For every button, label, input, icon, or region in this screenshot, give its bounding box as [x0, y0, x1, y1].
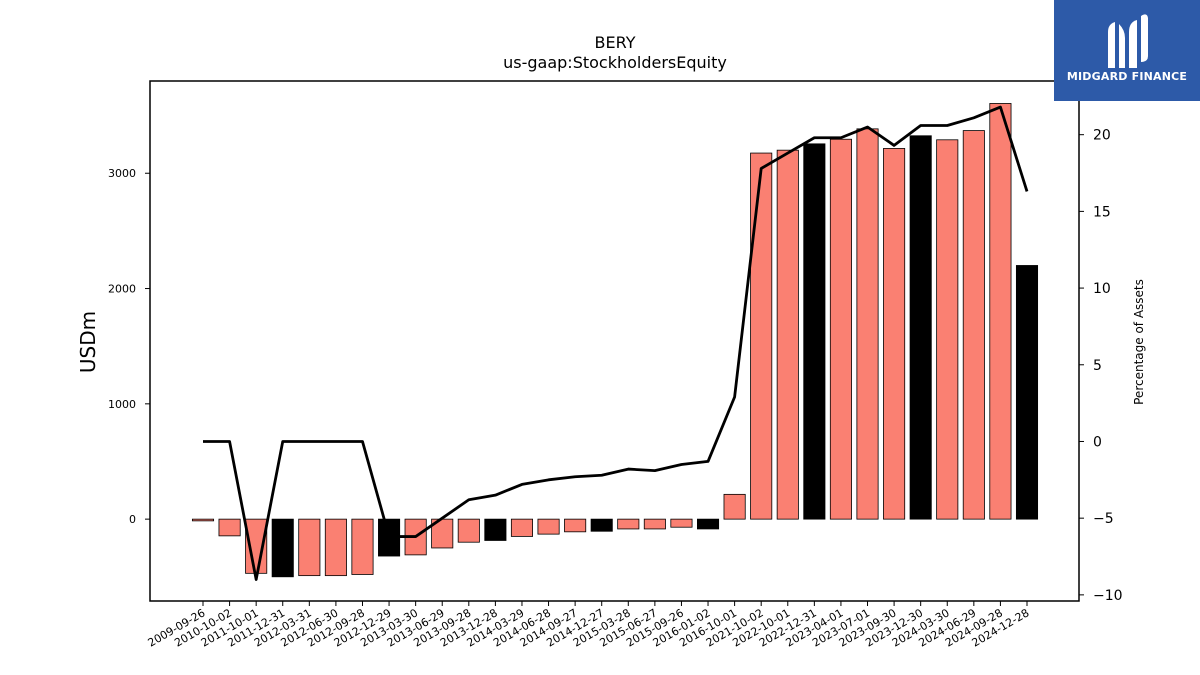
bar: [803, 143, 826, 520]
right-axis: −10 −5 0 5 10 15 20: [1079, 128, 1123, 604]
bar: [537, 518, 560, 535]
bar: [670, 518, 693, 528]
left-axis: 0 1000 2000 3000: [108, 167, 150, 526]
bar: [1015, 265, 1039, 520]
bar: [962, 130, 985, 520]
y2-tick-label: 20: [1093, 128, 1111, 144]
y-tick-label: 0: [129, 513, 136, 526]
bar: [989, 103, 1012, 520]
y2-tick-label: 15: [1093, 204, 1111, 220]
chart-subtitle: us-gaap:StockholdersEquity: [503, 53, 727, 72]
y2-axis-label: Percentage of Assets: [1132, 279, 1146, 405]
y-axis-label: USDm: [76, 311, 100, 373]
brand-logo: MIDGARD FINANCE: [1054, 0, 1200, 101]
y2-tick-label: 10: [1093, 281, 1111, 297]
bar: [218, 518, 241, 537]
bar: [856, 128, 879, 520]
chart-title: BERY: [595, 33, 636, 52]
bar: [590, 518, 613, 532]
bars-layer: [191, 103, 1039, 578]
bar: [723, 493, 746, 520]
y2-tick-label: −10: [1093, 588, 1123, 604]
bar: [643, 518, 666, 530]
y-tick-label: 3000: [108, 167, 136, 180]
bar: [510, 518, 533, 537]
assets-pct-line: [203, 105, 1029, 581]
y2-tick-label: 5: [1093, 358, 1102, 374]
brand-logo-text: MIDGARD FINANCE: [1066, 70, 1188, 83]
y-tick-label: 1000: [108, 398, 136, 411]
bar: [829, 138, 852, 520]
plot-frame: [149, 80, 1080, 602]
x-axis: 2009-09-262010-10-022011-10-012011-12-31…: [146, 601, 1032, 650]
y2-tick-label: 0: [1093, 434, 1102, 450]
bar: [564, 518, 587, 533]
bar: [617, 518, 640, 530]
bar: [457, 518, 480, 543]
y2-tick-label: −5: [1093, 511, 1114, 527]
bar: [484, 518, 507, 541]
midgard-logo-icon: [1108, 14, 1148, 68]
bar: [936, 139, 959, 520]
bar: [191, 518, 215, 522]
bar: [298, 518, 321, 577]
bar: [776, 149, 799, 520]
bar: [351, 518, 374, 575]
bar: [909, 135, 932, 520]
line-layer: [203, 105, 1029, 581]
y-tick-label: 2000: [108, 283, 136, 296]
bar: [750, 152, 773, 520]
bar: [883, 148, 906, 520]
bar: [271, 518, 294, 578]
bar: [324, 518, 347, 577]
bar: [697, 518, 720, 530]
